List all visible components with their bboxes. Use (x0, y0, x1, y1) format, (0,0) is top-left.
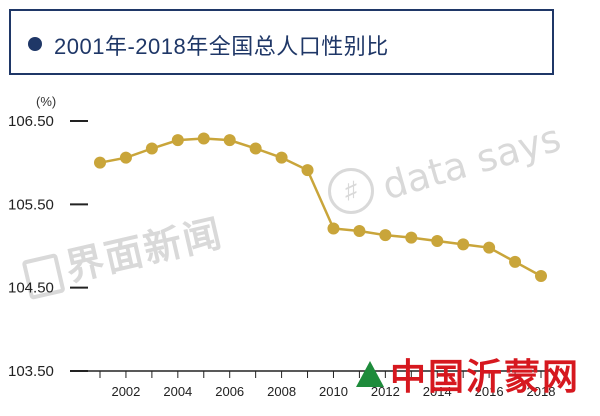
x-tick-label: 2012 (371, 384, 400, 399)
chart-title: 2001年-2018年全国总人口性别比 (54, 34, 389, 59)
site-watermark-text: 中国沂蒙网 (389, 356, 580, 398)
x-tick-label: 2006 (215, 384, 244, 399)
x-tick-label: 2004 (163, 384, 192, 399)
x-tick-label: 2018 (527, 384, 556, 399)
data-point (223, 134, 236, 147)
x-tick-label: 2008 (267, 384, 296, 399)
x-tick-label: 2014 (423, 384, 452, 399)
data-point (94, 156, 106, 169)
series-line (99, 137, 542, 278)
y-axis-unit-label: (%) (36, 94, 56, 109)
title-bullet-icon (28, 37, 42, 51)
data-point (275, 151, 288, 164)
data-point (197, 132, 210, 145)
data-point (379, 229, 392, 242)
y-tick-label: 104.50 (8, 280, 54, 297)
data-point (457, 238, 470, 251)
data-point (171, 134, 184, 147)
data-point (327, 222, 340, 235)
data-point (249, 142, 262, 155)
x-tick-label: 2010 (319, 384, 348, 399)
leaf-icon (355, 361, 384, 387)
data-point (405, 231, 418, 244)
data-point (483, 241, 496, 254)
y-tick-label: 105.50 (8, 196, 54, 213)
site-watermark: 中国沂蒙网 (355, 348, 580, 400)
data-point (535, 270, 547, 282)
x-tick-label: 2016 (475, 384, 504, 399)
data-point (119, 151, 132, 164)
data-point (353, 225, 366, 237)
x-tick-label: 2002 (111, 384, 140, 399)
data-point (431, 235, 444, 247)
title-box: 2001年-2018年全国总人口性别比 (9, 9, 554, 75)
data-point (509, 255, 522, 268)
y-tick-label: 106.50 (8, 113, 54, 130)
data-point (301, 164, 314, 177)
data-says-logo-icon: ♯ (328, 168, 374, 214)
data-point (145, 142, 158, 155)
y-tick-label: 103.50 (8, 363, 54, 380)
